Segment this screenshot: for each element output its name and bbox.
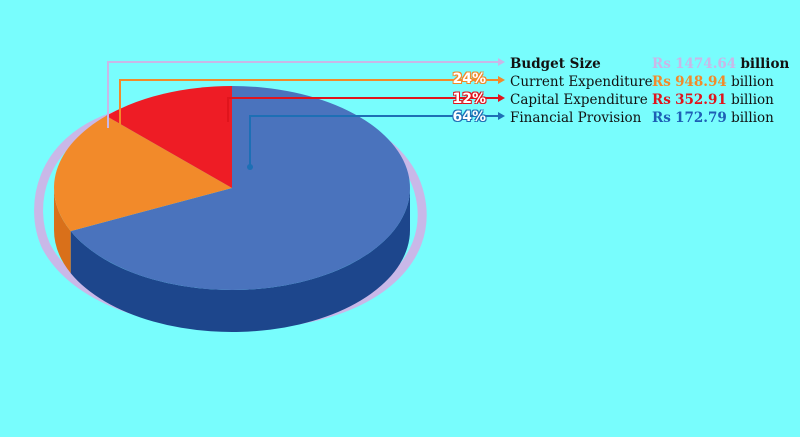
- leader-line-budget-size: [107, 61, 498, 128]
- leader-dot-financial-provision: [247, 164, 253, 170]
- legend-value-budget-size: Rs 1474.64 billion: [652, 55, 789, 73]
- legend-unit: billion: [731, 74, 774, 90]
- legend-value-financial-provision: Rs 172.79 billion: [652, 109, 774, 127]
- leader-line-current-expenditure: [119, 79, 498, 166]
- legend-label-budget-size: Budget Size: [510, 56, 601, 72]
- leader-line-current-expenditure-arrowhead: [498, 76, 505, 84]
- legend-label-current-expenditure: Current Expenditure: [510, 74, 653, 90]
- legend-currency: Rs: [652, 56, 671, 72]
- legend-unit: billion: [731, 92, 774, 108]
- legend-currency: Rs: [652, 92, 671, 108]
- legend-amount: 352.91: [675, 92, 727, 108]
- pie-slice-capital-expenditure: [106, 86, 232, 188]
- legend-label-capital-expenditure: Capital Expenditure: [510, 92, 648, 108]
- pie-side-financial-provision: [70, 188, 411, 332]
- leader-line-budget-size-arrowhead: [498, 58, 505, 66]
- legend-label-financial-provision: Financial Provision: [510, 110, 642, 126]
- leader-line-capital-expenditure-arrowhead: [498, 94, 505, 102]
- percent-label-capital-expenditure: 12%: [452, 91, 486, 107]
- leader-line-financial-provision: [249, 115, 498, 166]
- leader-line-capital-expenditure: [227, 97, 498, 122]
- leader-line-financial-provision-arrowhead: [498, 112, 505, 120]
- legend-currency: Rs: [652, 110, 671, 126]
- pie-side-current-expenditure: [54, 188, 71, 274]
- percent-label-current-expenditure: 24%: [452, 71, 486, 87]
- legend-currency: Rs: [652, 74, 671, 90]
- legend-amount: 948.94: [675, 74, 727, 90]
- legend-value-capital-expenditure: Rs 352.91 billion: [652, 91, 774, 109]
- legend-unit: billion: [731, 110, 774, 126]
- legend-unit: billion: [740, 56, 790, 72]
- legend-amount: 172.79: [675, 110, 727, 126]
- percent-label-financial-provision: 64%: [452, 109, 486, 125]
- pie-slice-current-expenditure: [54, 115, 232, 232]
- pie-slice-financial-provision: [70, 86, 411, 291]
- legend-value-current-expenditure: Rs 948.94 billion: [652, 73, 774, 91]
- leader-dot-current-expenditure: [117, 163, 123, 169]
- legend-amount: 1474.64: [675, 56, 737, 72]
